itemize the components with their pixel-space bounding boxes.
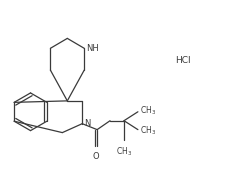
Text: NH: NH: [86, 44, 99, 53]
Text: N: N: [84, 119, 91, 128]
Text: CH$_3$: CH$_3$: [116, 146, 132, 158]
Text: O: O: [93, 152, 99, 162]
Text: HCl: HCl: [175, 56, 191, 65]
Text: CH$_3$: CH$_3$: [140, 124, 156, 137]
Text: CH$_3$: CH$_3$: [140, 105, 156, 117]
